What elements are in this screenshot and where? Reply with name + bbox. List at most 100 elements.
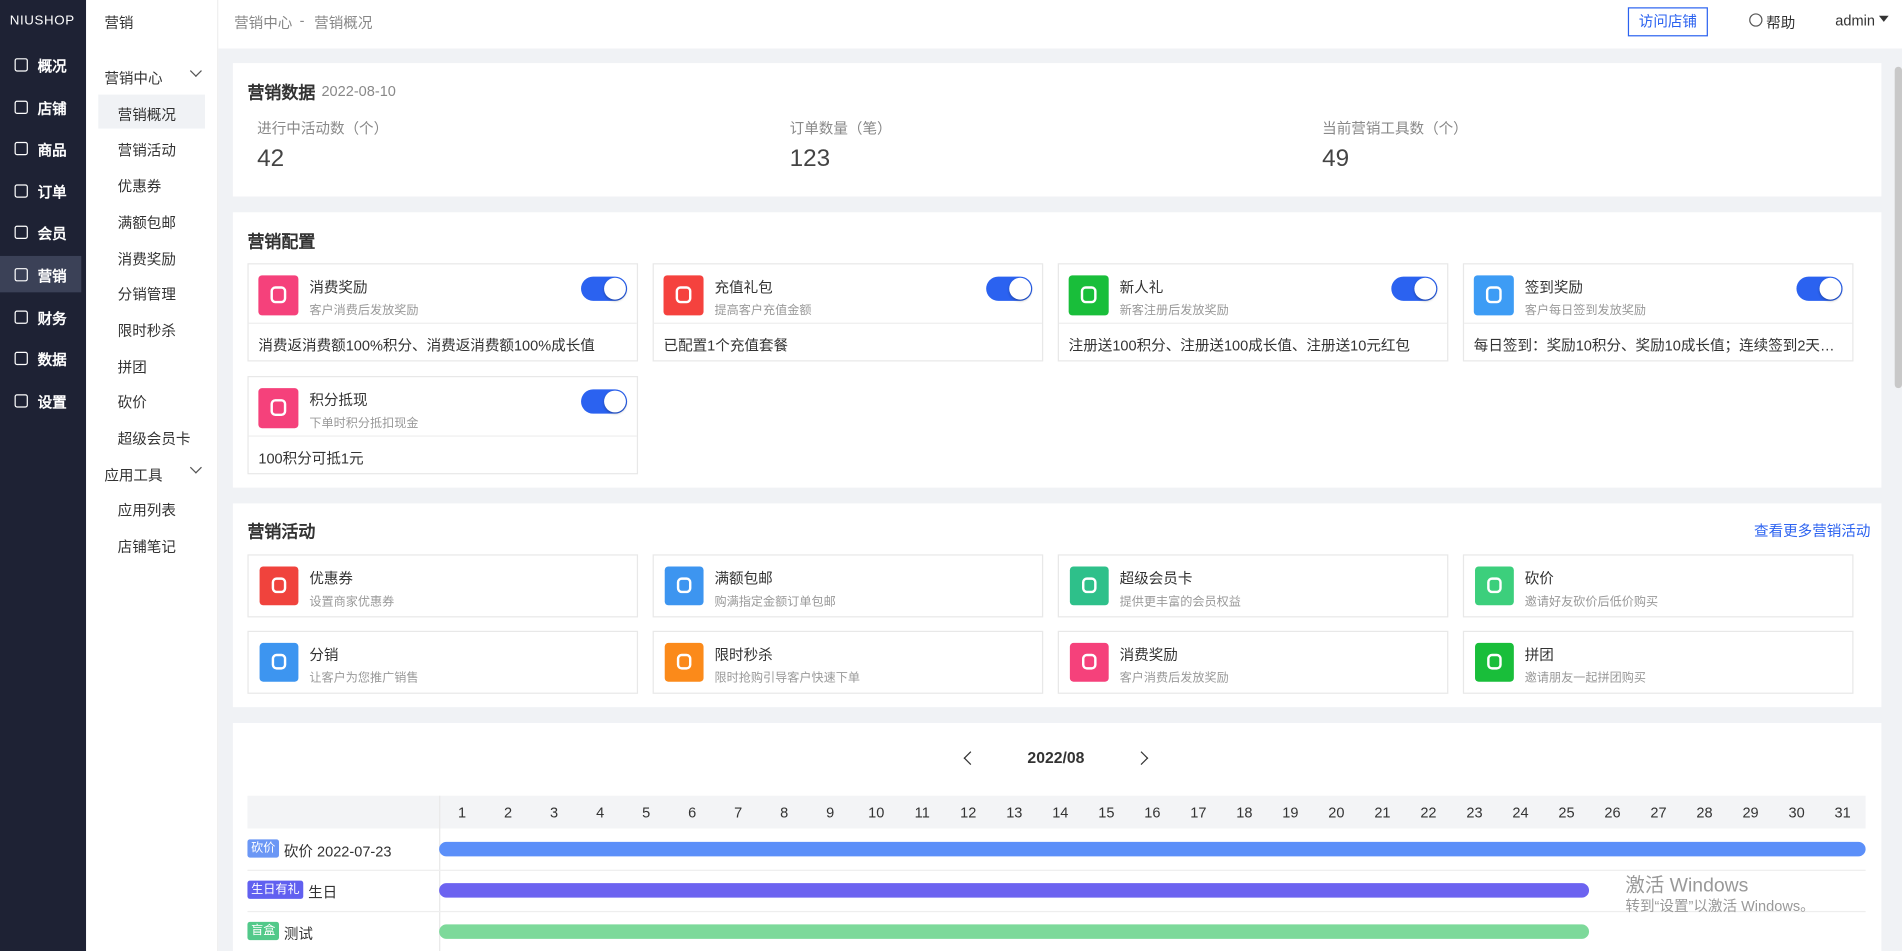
toggle[interactable] bbox=[581, 389, 628, 414]
activity-card[interactable]: 超级会员卡 提供更丰富的会员权益 bbox=[1057, 554, 1449, 618]
day-label: 29 bbox=[1742, 804, 1759, 822]
group-title[interactable]: 营销中心 bbox=[104, 70, 163, 88]
day-label: 6 bbox=[688, 804, 697, 822]
activities-panel: 营销活动 查看更多营销活动优惠券 设置商家优惠券 满额包邮 购满指定金额订单包邮 超级会员… bbox=[232, 503, 1882, 708]
submenu-item[interactable]: 限时秒杀 bbox=[117, 322, 176, 340]
stat-label: 订单数量（笔） bbox=[789, 120, 892, 138]
chevron bbox=[189, 461, 202, 474]
stat-value: 123 bbox=[789, 145, 831, 173]
submenu-item[interactable]: 营销概况 bbox=[117, 106, 176, 124]
icon bbox=[258, 388, 299, 429]
menu-item[interactable]: 概况 bbox=[0, 46, 81, 82]
day-label: 24 bbox=[1512, 804, 1529, 822]
card-desc: 限时抢购引导客户快速下单 bbox=[714, 672, 861, 686]
icon bbox=[663, 275, 704, 316]
day-label: 8 bbox=[780, 804, 789, 822]
icon-glyph bbox=[270, 286, 287, 304]
menu-item[interactable]: 财务 bbox=[0, 298, 81, 334]
menu-label: 概况 bbox=[37, 58, 67, 76]
tag: 砍价 bbox=[247, 839, 279, 858]
activity-card[interactable]: 拼团 邀请朋友一起拼团购买 bbox=[1462, 630, 1854, 694]
panel-title: 营销活动 bbox=[247, 521, 316, 542]
activity-card[interactable]: 满额包邮 购满指定金额订单包邮 bbox=[652, 554, 1044, 618]
icon bbox=[259, 566, 299, 606]
card-name: 消费奖励 bbox=[1119, 646, 1178, 664]
toggle[interactable] bbox=[986, 276, 1033, 301]
day-label: 23 bbox=[1466, 804, 1483, 822]
activity-card[interactable]: 优惠券 设置商家优惠券 bbox=[247, 554, 639, 618]
left-col-line bbox=[439, 795, 441, 951]
menu-icon bbox=[14, 268, 28, 282]
submenu-item[interactable]: 消费奖励 bbox=[117, 250, 176, 268]
submenu-item[interactable]: 店铺笔记 bbox=[117, 538, 176, 556]
card-name: 新人礼 bbox=[1119, 278, 1164, 296]
calendar-panel: 2022/08 1 2 3 4 5 6 7 8 9 10 11 12 13 14 15 16 17 18 19 20 21… bbox=[232, 722, 1882, 951]
card-desc: 提高客户充值金额 bbox=[714, 304, 812, 318]
submenu: 营销 营销中心 营销概况 营销活动 优惠券 满额包邮 消费奖励 分销管理 限时秒杀 拼团 砍价 超级会… bbox=[86, 0, 219, 951]
activity-card[interactable]: 限时秒杀 限时抢购引导客户快速下单 bbox=[652, 630, 1044, 694]
help[interactable]: 帮助 bbox=[1766, 14, 1796, 32]
watermark-title: 激活 Windows bbox=[1625, 875, 1749, 897]
menu-item[interactable]: 店铺 bbox=[0, 88, 81, 124]
menu-item[interactable]: 订单 bbox=[0, 172, 81, 208]
menu-label: 订单 bbox=[37, 184, 67, 202]
card-desc: 购满指定金额订单包邮 bbox=[714, 595, 836, 609]
visit-button[interactable]: 访问店铺 bbox=[1627, 7, 1708, 37]
submenu-item[interactable]: 分销管理 bbox=[117, 286, 176, 304]
menu-icon bbox=[14, 100, 28, 114]
card-desc: 客户消费后发放奖励 bbox=[1119, 672, 1229, 686]
more-link[interactable]: 查看更多营销活动 bbox=[1754, 522, 1871, 540]
menu-item[interactable]: 设置 bbox=[0, 382, 81, 418]
menu-label: 财务 bbox=[37, 310, 67, 328]
menu-label: 店铺 bbox=[37, 100, 67, 118]
menu-icon bbox=[14, 142, 28, 156]
toggle[interactable] bbox=[581, 276, 628, 301]
user[interactable]: admin bbox=[1835, 12, 1875, 30]
day-label: 25 bbox=[1558, 804, 1575, 822]
menu-item[interactable]: 数据 bbox=[0, 340, 81, 376]
submenu-item[interactable]: 超级会员卡 bbox=[117, 430, 191, 448]
activity-card[interactable]: 砍价 邀请好友砍价后低价购买 bbox=[1462, 554, 1854, 618]
card-name: 优惠券 bbox=[309, 570, 354, 588]
icon bbox=[259, 642, 299, 682]
activity-card[interactable]: 分销 让客户为您推广销售 bbox=[247, 630, 639, 694]
toggle[interactable] bbox=[1796, 276, 1843, 301]
submenu-item[interactable]: 应用列表 bbox=[117, 502, 176, 520]
row-name: 生日 bbox=[308, 884, 338, 902]
scrollbar[interactable] bbox=[1894, 66, 1902, 389]
menu-item[interactable]: 商品 bbox=[0, 130, 81, 166]
menu-item[interactable]: 营销 bbox=[0, 255, 82, 293]
card-desc: 提供更丰富的会员权益 bbox=[1119, 595, 1241, 609]
icon-glyph bbox=[1485, 286, 1502, 304]
day-label: 26 bbox=[1604, 804, 1621, 822]
submenu-item[interactable]: 优惠券 bbox=[117, 178, 162, 196]
submenu-item[interactable]: 砍价 bbox=[117, 394, 147, 412]
day-label: 15 bbox=[1098, 804, 1115, 822]
day-label: 11 bbox=[914, 804, 930, 822]
bar bbox=[439, 841, 1866, 857]
stats-panel: 营销数据 2022-08-10 进行中活动数（个） 42 订单数量（笔） 123 当前营销工… bbox=[232, 63, 1882, 197]
date: 2022-08-10 bbox=[321, 82, 396, 100]
toggle-knob bbox=[1819, 277, 1842, 300]
day-label: 9 bbox=[826, 804, 835, 822]
group-title[interactable]: 应用工具 bbox=[104, 466, 163, 484]
activity-card[interactable]: 消费奖励客户消费后发放奖励 bbox=[1057, 630, 1449, 694]
submenu-item[interactable]: 满额包邮 bbox=[117, 214, 176, 232]
icon-glyph bbox=[1486, 577, 1503, 594]
panel-title: 营销数据 bbox=[247, 82, 316, 102]
day-label: 16 bbox=[1144, 804, 1161, 822]
submenu-item[interactable]: 拼团 bbox=[117, 358, 147, 376]
day-label: 4 bbox=[596, 804, 605, 822]
menu-item[interactable]: 会员 bbox=[0, 214, 81, 250]
next[interactable] bbox=[1134, 751, 1149, 765]
submenu-item[interactable]: 营销活动 bbox=[117, 142, 176, 160]
toggle[interactable] bbox=[1391, 276, 1438, 301]
config-card: 积分抵现 下单时积分抵扣现金 100积分可抵1元 bbox=[247, 376, 639, 475]
breadcrumb[interactable]: 营销中心 bbox=[234, 14, 293, 32]
day-label: 21 bbox=[1374, 804, 1391, 822]
stat-value: 42 bbox=[257, 145, 285, 173]
month: 2022/08 bbox=[1027, 748, 1085, 767]
divider bbox=[248, 435, 637, 437]
day-label: 3 bbox=[550, 804, 559, 822]
prev[interactable] bbox=[963, 751, 978, 765]
